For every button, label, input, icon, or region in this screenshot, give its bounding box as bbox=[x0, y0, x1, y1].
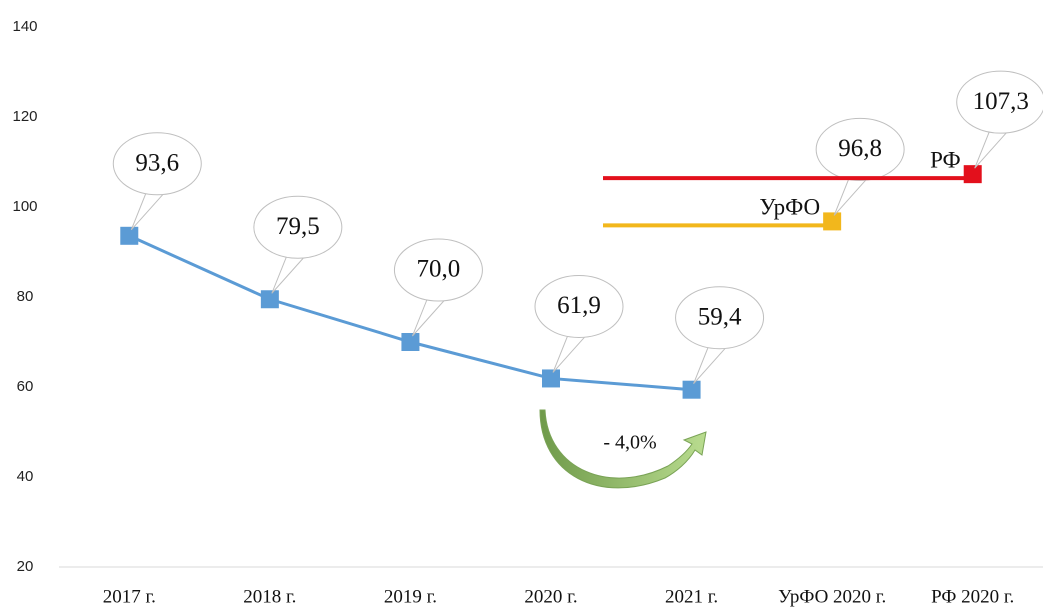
value-label: 61,9 bbox=[557, 292, 601, 319]
marker bbox=[963, 165, 982, 184]
callout-gap bbox=[991, 124, 1008, 130]
y-tick-label: 120 bbox=[12, 108, 37, 125]
trend-arrow bbox=[539, 409, 707, 489]
callout bbox=[112, 132, 202, 196]
callout-pointer bbox=[974, 127, 1010, 169]
value-label: 59,4 bbox=[698, 303, 742, 330]
x-tick-label: УрФО 2020 г. bbox=[778, 586, 886, 607]
callout bbox=[956, 70, 1043, 134]
annotation: - 4,0% bbox=[603, 432, 656, 454]
callout-pointer bbox=[693, 343, 729, 385]
x-tick-label: 2018 г. bbox=[243, 586, 296, 607]
marker bbox=[120, 226, 139, 245]
callout-pointer bbox=[411, 295, 448, 337]
callout-gap bbox=[148, 186, 165, 192]
callout-pointer bbox=[833, 174, 870, 216]
callout-pointer bbox=[130, 189, 167, 231]
y-tick-label: 60 bbox=[17, 378, 34, 395]
callout-pointer bbox=[552, 331, 589, 373]
y-tick-label: 140 bbox=[12, 18, 37, 35]
marker bbox=[260, 290, 279, 309]
value-label: 107,3 bbox=[973, 88, 1029, 115]
callout-gap bbox=[850, 171, 868, 177]
marker bbox=[401, 333, 420, 351]
marker bbox=[542, 369, 560, 388]
series-name: УрФО bbox=[759, 195, 820, 220]
y-tick-label: 80 bbox=[17, 288, 34, 305]
x-tick-label: РФ 2020 г. bbox=[931, 586, 1014, 607]
value-label: 70,0 bbox=[417, 256, 461, 283]
callout bbox=[393, 238, 483, 302]
callout bbox=[253, 195, 343, 259]
y-tick-label: 20 bbox=[17, 558, 34, 575]
x-tick-label: 2020 г. bbox=[524, 586, 577, 607]
x-tick-label: 2019 г. bbox=[384, 586, 437, 607]
callout-gap bbox=[288, 249, 306, 255]
value-label: 93,6 bbox=[135, 150, 179, 177]
y-tick-label: 40 bbox=[17, 468, 34, 485]
callout-gap bbox=[429, 292, 446, 298]
callout bbox=[815, 117, 905, 181]
callout-gap bbox=[569, 328, 587, 334]
x-tick-label: 2021 г. bbox=[665, 586, 718, 607]
y-tick-label: 100 bbox=[12, 198, 37, 215]
x-tick-label: 2017 г. bbox=[103, 586, 156, 607]
marker bbox=[682, 380, 701, 399]
callout-gap bbox=[710, 340, 727, 346]
marker bbox=[823, 212, 842, 231]
value-label: 79,5 bbox=[276, 213, 320, 240]
callout bbox=[675, 286, 765, 350]
value-label: 96,8 bbox=[838, 135, 882, 162]
callout-pointer bbox=[271, 252, 307, 294]
series-name: РФ bbox=[930, 147, 961, 172]
callout bbox=[534, 274, 624, 338]
